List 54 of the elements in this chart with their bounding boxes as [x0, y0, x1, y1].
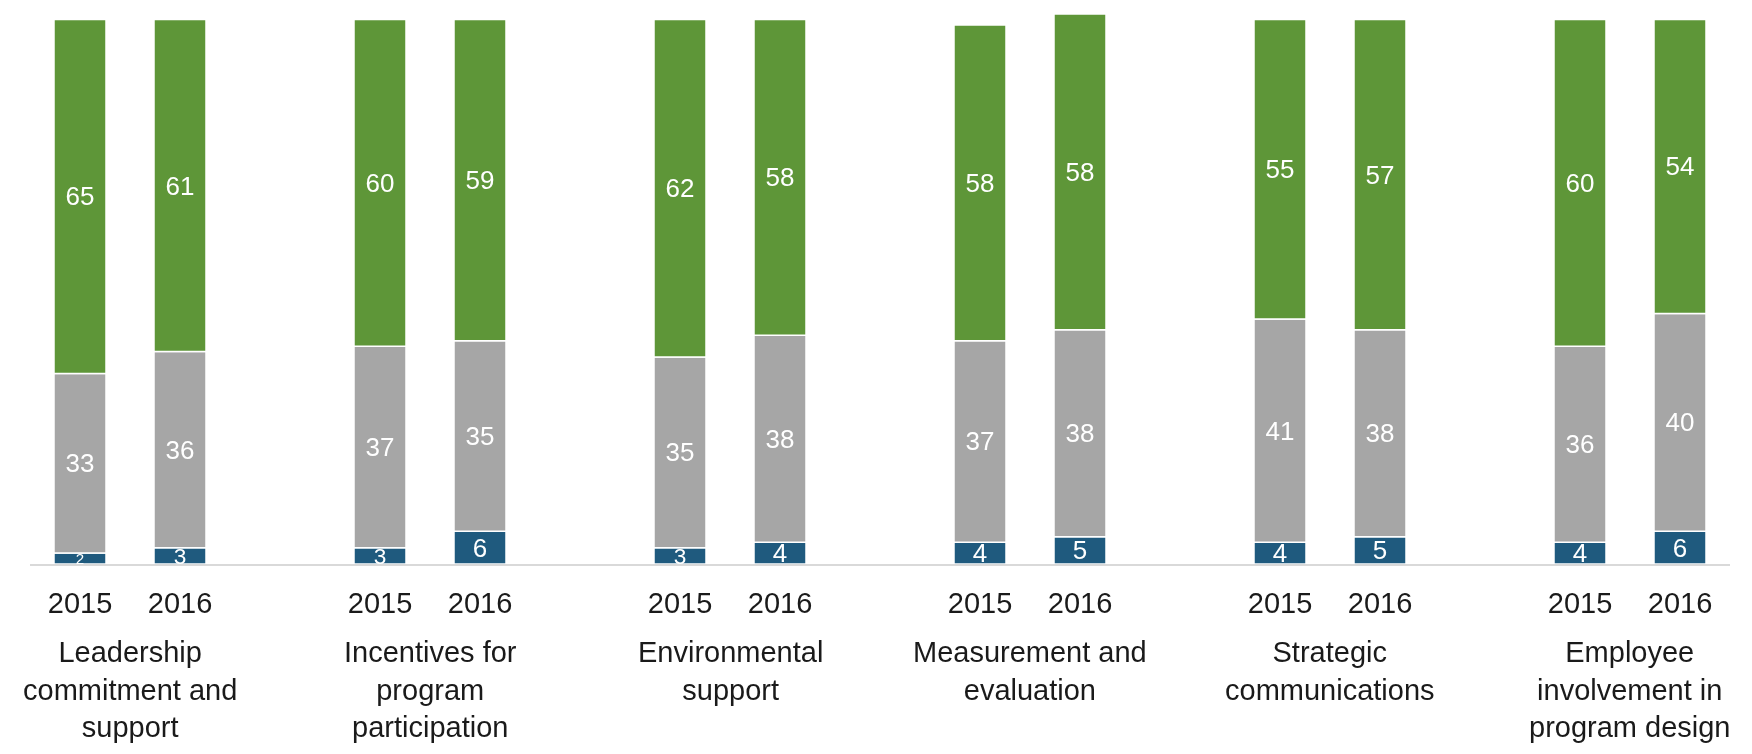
data-label: 60 — [1565, 167, 1595, 198]
data-label: 4 — [1272, 538, 1288, 569]
data-label: 55 — [1265, 154, 1295, 185]
text: Measurement and evaluation — [913, 636, 1147, 706]
data-label: 3 — [373, 542, 387, 569]
x-tick-label: 2016 — [1647, 586, 1713, 619]
data-label: 6 — [472, 532, 488, 563]
text: Employee involvement in program design — [1529, 636, 1731, 744]
x-tick-label: 2015 — [1247, 586, 1313, 619]
data-label: 40 — [1665, 407, 1695, 438]
data-label: 54 — [1665, 151, 1695, 182]
data-label: 36 — [1565, 429, 1595, 460]
data-label: 65 — [65, 181, 95, 212]
data-label: 62 — [665, 173, 695, 204]
data-label: 35 — [665, 437, 695, 468]
data-label: 3 — [173, 542, 187, 569]
text: Leadership commitment and support — [23, 636, 238, 744]
x-tick-label: 2015 — [647, 586, 713, 619]
data-label: 3 — [673, 542, 687, 569]
data-label: 41 — [1265, 415, 1295, 446]
data-label: 58 — [765, 162, 795, 193]
data-label: 4 — [972, 538, 988, 569]
x-tick-label: 2015 — [347, 586, 413, 619]
data-label: 36 — [165, 434, 195, 465]
x-tick-label: 2015 — [1547, 586, 1613, 619]
text: Strategic communications — [1225, 636, 1435, 706]
data-label: 33 — [65, 448, 95, 479]
data-label: 4 — [1572, 538, 1588, 569]
data-label: 2 — [75, 550, 85, 568]
x-tick-label: 2016 — [747, 586, 813, 619]
data-label: 58 — [965, 167, 995, 198]
x-tick-label: 2015 — [47, 586, 113, 619]
data-label: 35 — [465, 421, 495, 452]
data-label: 60 — [365, 167, 395, 198]
x-tick-label: 2016 — [147, 586, 213, 619]
data-label: 5 — [1072, 535, 1088, 566]
data-label: 38 — [1065, 418, 1095, 449]
text: Environmental support — [638, 636, 824, 706]
data-label: 5 — [1372, 535, 1388, 566]
x-tick-label: 2016 — [447, 586, 513, 619]
data-label: 61 — [165, 170, 195, 201]
x-tick-label: 2016 — [1347, 586, 1413, 619]
data-label: 38 — [765, 423, 795, 454]
x-tick-label: 2015 — [947, 586, 1013, 619]
data-label: 38 — [1365, 418, 1395, 449]
data-label: 59 — [465, 165, 495, 196]
data-label: 6 — [1672, 532, 1688, 563]
data-label: 37 — [365, 431, 395, 462]
data-label: 58 — [1065, 156, 1095, 187]
data-label: 4 — [772, 538, 788, 569]
data-label: 37 — [965, 426, 995, 457]
text: Incentives for program participation — [344, 636, 517, 744]
data-label: 57 — [1365, 159, 1395, 190]
x-tick-label: 2016 — [1047, 586, 1113, 619]
